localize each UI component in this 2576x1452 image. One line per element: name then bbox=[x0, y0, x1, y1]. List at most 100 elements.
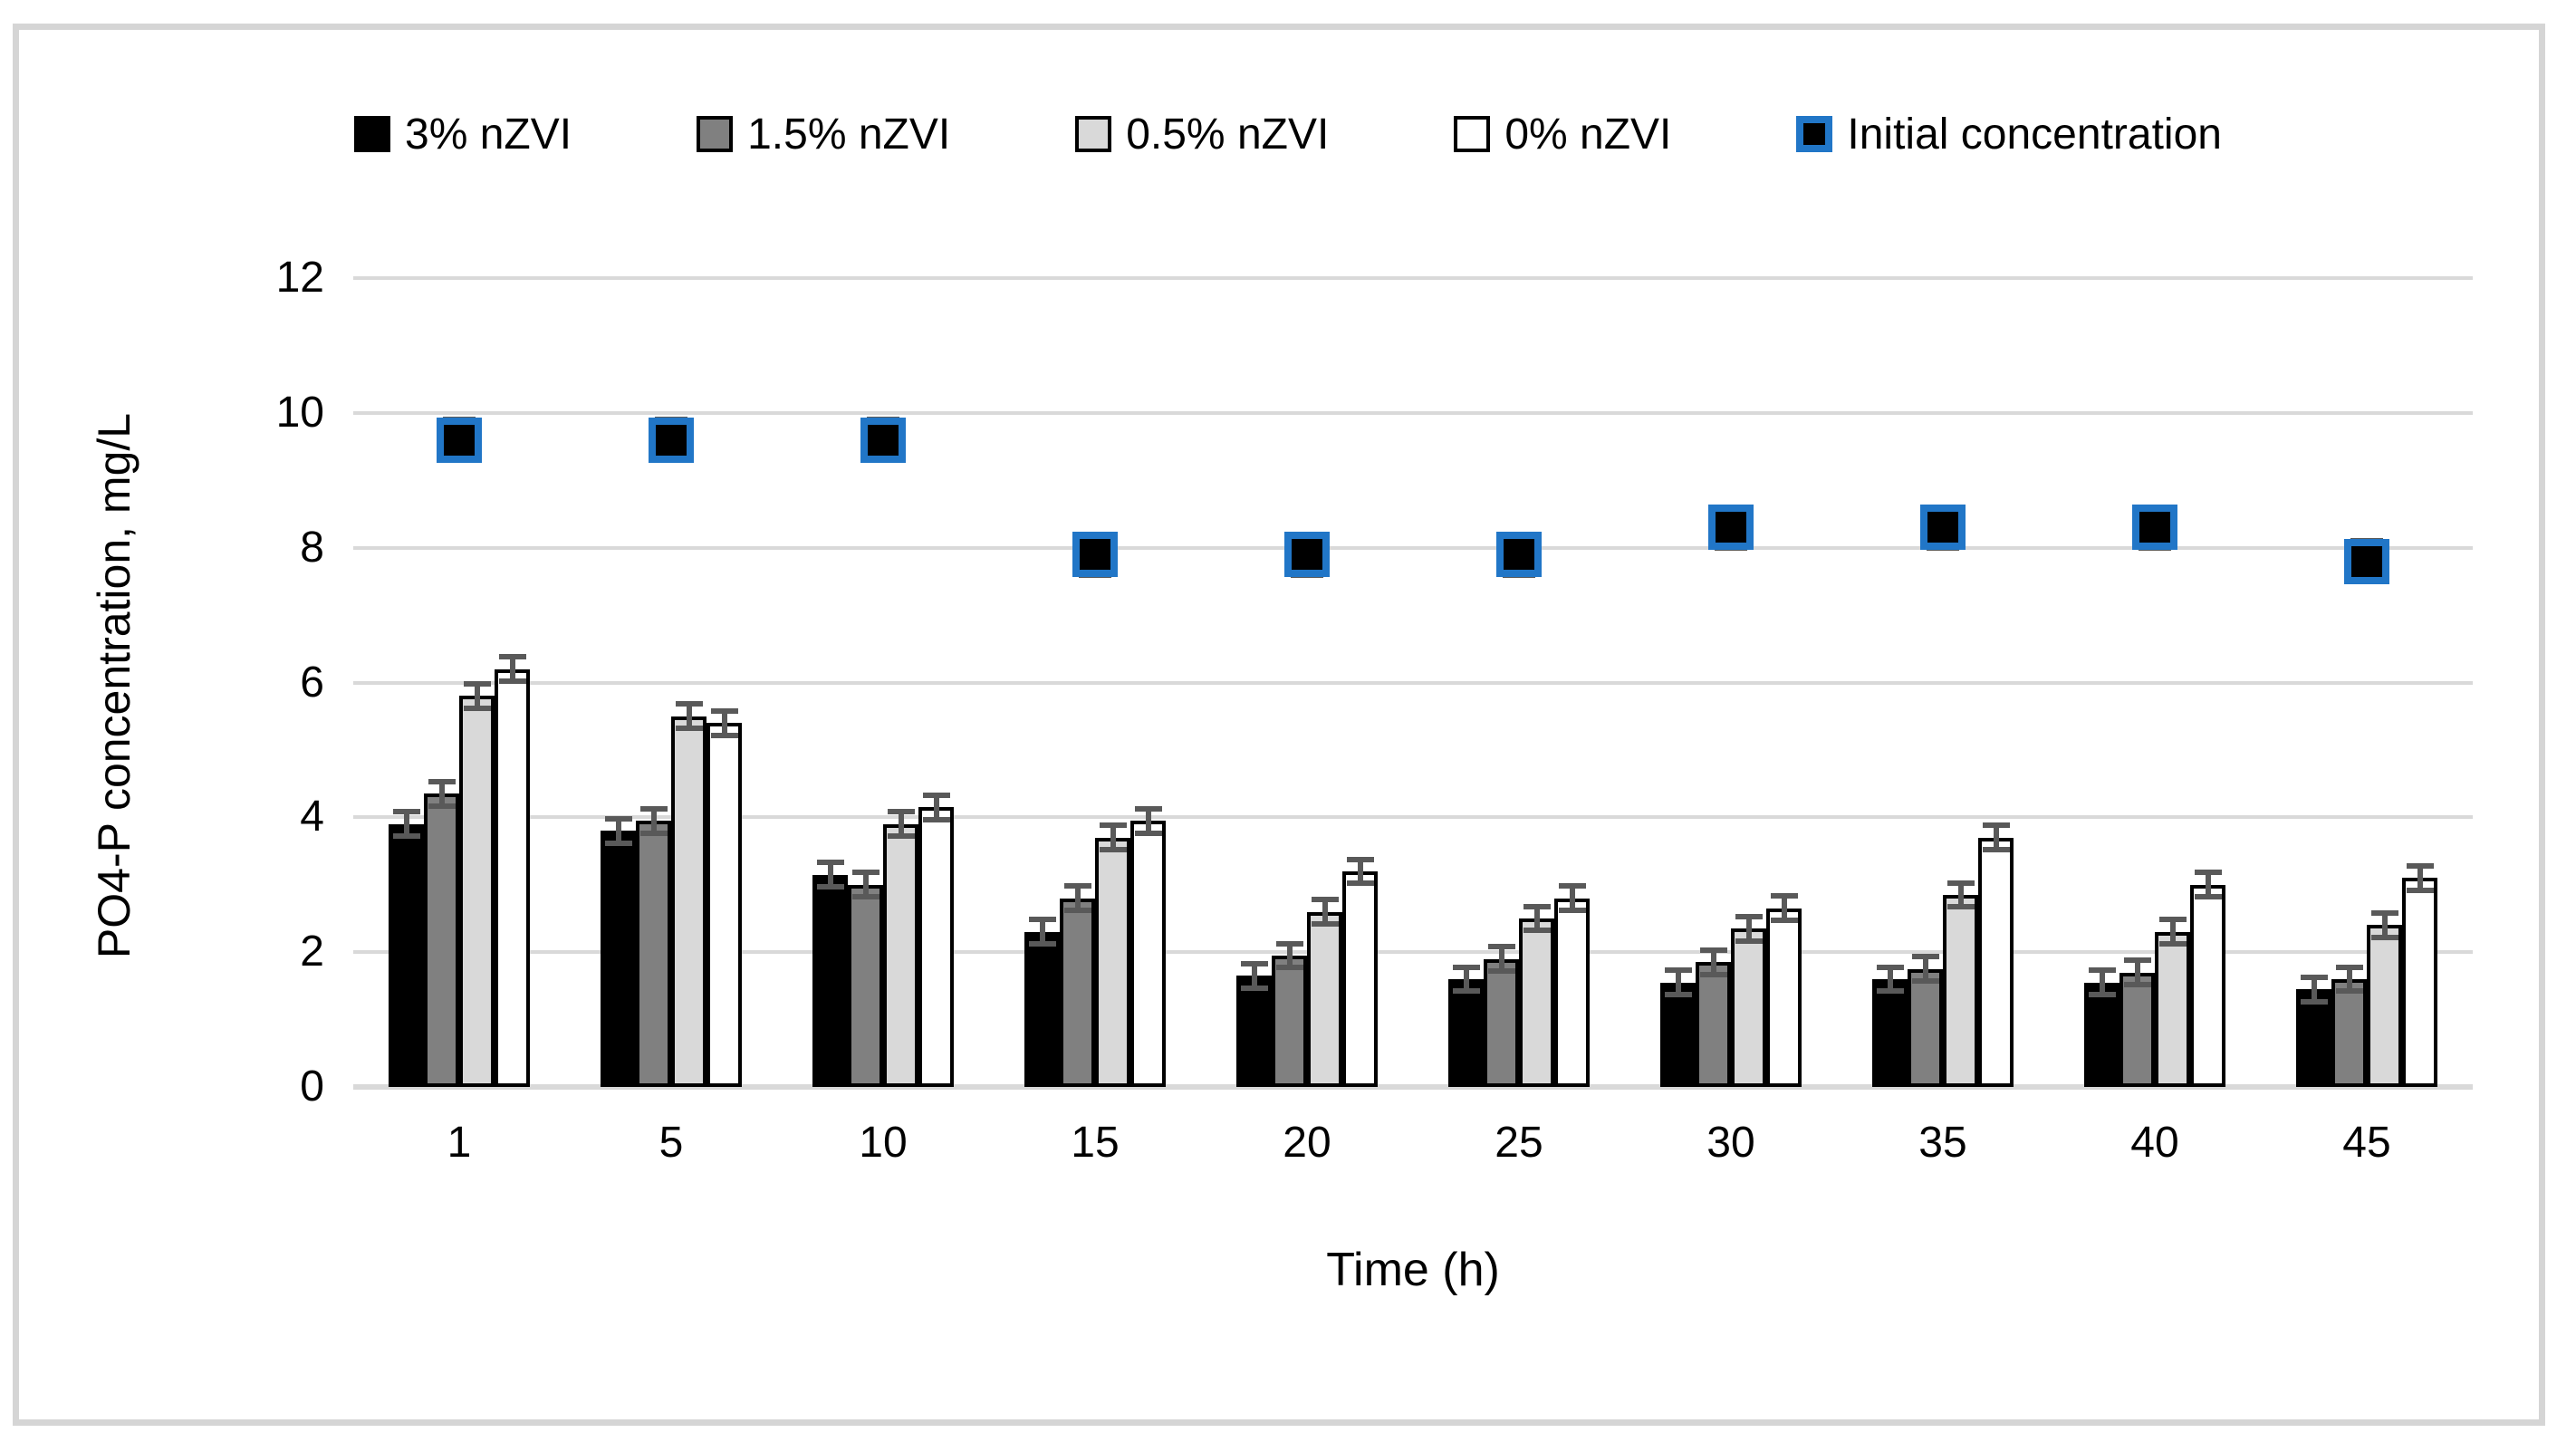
bar bbox=[1272, 955, 1307, 1087]
error-bar-cap bbox=[2406, 887, 2434, 893]
legend-swatch bbox=[1075, 116, 1112, 152]
error-bar-cap bbox=[1063, 883, 1091, 889]
error-bar-line bbox=[1922, 957, 1928, 982]
gridline bbox=[353, 680, 2473, 685]
error-bar-cap bbox=[1558, 883, 1586, 889]
error-bar-line bbox=[1110, 825, 1116, 851]
error-bar-cap bbox=[710, 732, 738, 738]
bar bbox=[918, 807, 954, 1087]
error-bar-cap bbox=[1946, 904, 1975, 910]
bar bbox=[1307, 911, 1342, 1087]
error-bar-cap bbox=[428, 778, 456, 784]
bar bbox=[2190, 884, 2225, 1087]
y-tick-label: 2 bbox=[300, 928, 324, 976]
error-bar-cap bbox=[639, 830, 668, 836]
error-bar-line bbox=[1710, 949, 1716, 975]
error-bar-cap bbox=[1487, 944, 1515, 950]
bar bbox=[424, 793, 459, 1087]
bar bbox=[1908, 968, 1943, 1087]
bar bbox=[706, 723, 742, 1087]
legend-item: 0.5% nZVI bbox=[1075, 110, 1329, 159]
legend-swatch bbox=[1454, 116, 1491, 152]
error-bar-cap bbox=[604, 840, 632, 846]
y-tick-label: 6 bbox=[300, 658, 324, 707]
x-tick-label: 1 bbox=[447, 1119, 472, 1167]
gridline bbox=[353, 411, 2473, 415]
error-bar-line bbox=[1569, 886, 1575, 911]
bar bbox=[2155, 931, 2190, 1087]
error-bar-cap bbox=[851, 870, 879, 876]
bar bbox=[2331, 978, 2367, 1087]
initial-concentration-marker bbox=[1284, 532, 1330, 578]
legend-label: 1.5% nZVI bbox=[747, 110, 951, 159]
error-bar-cap bbox=[1346, 880, 1374, 887]
gridline bbox=[353, 545, 2473, 550]
error-bar-line bbox=[1463, 966, 1469, 992]
error-bar-cap bbox=[2194, 870, 2222, 876]
error-bar-cap bbox=[1911, 954, 1939, 960]
error-bar-line bbox=[2134, 960, 2140, 985]
x-tick-label: 20 bbox=[1283, 1119, 1331, 1167]
bar bbox=[1696, 962, 1731, 1087]
error-bar-cap bbox=[463, 681, 491, 688]
error-bar-cap bbox=[392, 833, 420, 840]
error-bar-line bbox=[1498, 947, 1504, 972]
error-bar-cap bbox=[1346, 856, 1374, 862]
bar bbox=[2402, 878, 2437, 1087]
error-bar-cap bbox=[498, 678, 526, 685]
bar bbox=[2296, 989, 2331, 1087]
figure-border bbox=[13, 24, 2545, 1426]
error-bar-cap bbox=[1699, 947, 1727, 953]
error-bar-line bbox=[862, 872, 869, 898]
error-bar-cap bbox=[1275, 965, 1303, 971]
bar bbox=[1484, 958, 1519, 1087]
error-bar-line bbox=[686, 704, 692, 729]
error-bar-line bbox=[1286, 943, 1293, 968]
bar bbox=[1872, 978, 1908, 1087]
error-bar-cap bbox=[675, 701, 703, 707]
error-bar-line bbox=[1145, 808, 1151, 833]
bar bbox=[1660, 982, 1696, 1087]
error-bar-cap bbox=[2406, 862, 2434, 869]
y-tick-label: 12 bbox=[275, 254, 324, 303]
bar bbox=[1095, 837, 1130, 1087]
error-bar-line bbox=[1533, 906, 1540, 931]
gridline bbox=[353, 276, 2473, 281]
error-bar-cap bbox=[1523, 903, 1551, 909]
bar bbox=[601, 831, 636, 1087]
legend-swatch bbox=[354, 116, 391, 152]
error-bar-cap bbox=[1311, 920, 1339, 927]
error-bar-cap bbox=[922, 792, 950, 798]
error-bar-line bbox=[1039, 919, 1045, 945]
error-bar-cap bbox=[2158, 941, 2187, 947]
legend-item: 0% nZVI bbox=[1454, 110, 1671, 159]
error-bar-line bbox=[1322, 899, 1328, 924]
error-bar-line bbox=[2417, 865, 2423, 890]
error-bar-cap bbox=[887, 809, 915, 815]
error-bar-cap bbox=[639, 805, 668, 812]
bar bbox=[848, 884, 883, 1087]
y-axis-title: PO4-P concentration, mg/L bbox=[89, 412, 139, 959]
x-tick-label: 35 bbox=[1918, 1119, 1967, 1167]
bar bbox=[671, 716, 706, 1087]
error-bar-cap bbox=[2300, 998, 2328, 1005]
initial-concentration-marker bbox=[860, 417, 906, 463]
error-bar-line bbox=[403, 812, 409, 837]
x-tick-label: 15 bbox=[1071, 1119, 1120, 1167]
bar bbox=[2367, 925, 2402, 1087]
error-bar-cap bbox=[1275, 940, 1303, 947]
error-bar-line bbox=[721, 710, 727, 736]
error-bar-line bbox=[1993, 825, 1999, 851]
bar bbox=[1024, 931, 1060, 1087]
error-bar-cap bbox=[604, 815, 632, 822]
legend-item: 3% nZVI bbox=[354, 110, 572, 159]
error-bar-cap bbox=[851, 894, 879, 900]
error-bar-cap bbox=[1664, 992, 1692, 998]
bar bbox=[2084, 982, 2119, 1087]
error-bar-cap bbox=[1946, 880, 1975, 886]
bar bbox=[1943, 894, 1978, 1087]
error-bar-cap bbox=[1452, 988, 1480, 995]
error-bar-cap bbox=[1876, 964, 1904, 970]
legend-item: Initial concentration bbox=[1796, 110, 2222, 159]
y-tick-label: 8 bbox=[300, 523, 324, 572]
